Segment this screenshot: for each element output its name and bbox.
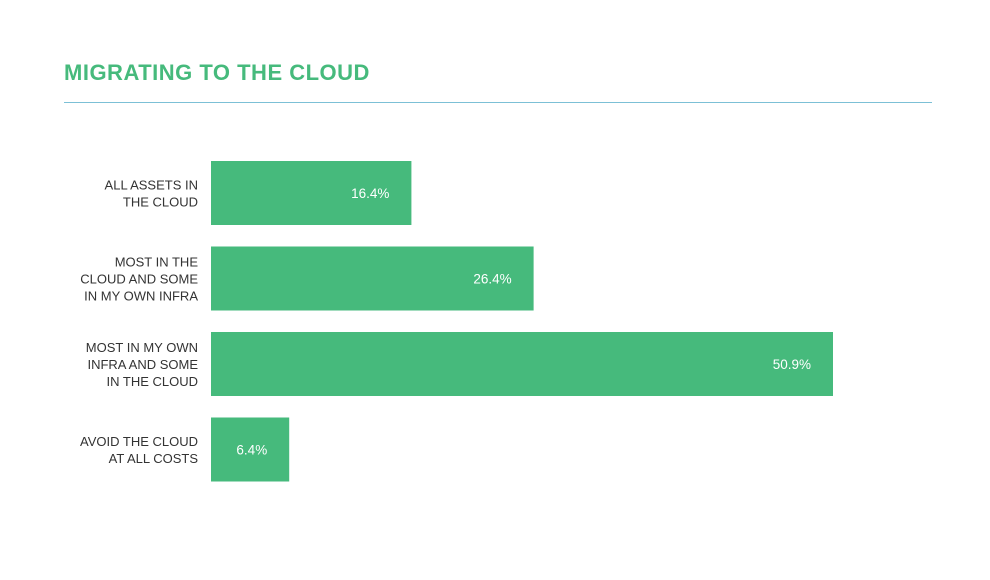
bar-value-label-0: 16.4% — [351, 186, 389, 201]
category-label-line: AT ALL COSTS — [109, 451, 199, 466]
category-label-line: IN MY OWN INFRA — [84, 289, 198, 304]
category-label-line: MOST IN MY OWN — [86, 340, 198, 355]
title-divider — [64, 102, 932, 103]
chart-title: MIGRATING TO THE CLOUD — [64, 60, 370, 85]
bar-value-label-2: 50.9% — [773, 357, 811, 372]
bar-1 — [211, 246, 534, 311]
category-label-line: THE CLOUD — [123, 195, 198, 210]
category-label-2: MOST IN MY OWN INFRA AND SOME IN THE CLOUD — [86, 340, 199, 389]
category-label-line: IN THE CLOUD — [107, 374, 199, 389]
bar-value-label-1: 26.4% — [473, 272, 511, 287]
category-label-1: MOST IN THE CLOUD AND SOME IN MY OWN INFRA — [80, 255, 198, 304]
bar-value-label-3: 6.4% — [236, 443, 267, 458]
category-label-3: AVOID THE CLOUD AT ALL COSTS — [80, 434, 198, 466]
category-label-line: INFRA AND SOME — [87, 357, 198, 372]
bar-3 — [211, 417, 290, 482]
category-label-line: CLOUD AND SOME — [80, 272, 198, 287]
category-label-line: AVOID THE CLOUD — [80, 434, 198, 449]
bar-2 — [211, 332, 833, 396]
category-label-line: MOST IN THE — [115, 255, 199, 270]
bar-0 — [211, 161, 412, 225]
category-label-line: ALL ASSETS IN — [105, 178, 198, 193]
category-label-0: ALL ASSETS IN THE CLOUD — [105, 178, 198, 210]
